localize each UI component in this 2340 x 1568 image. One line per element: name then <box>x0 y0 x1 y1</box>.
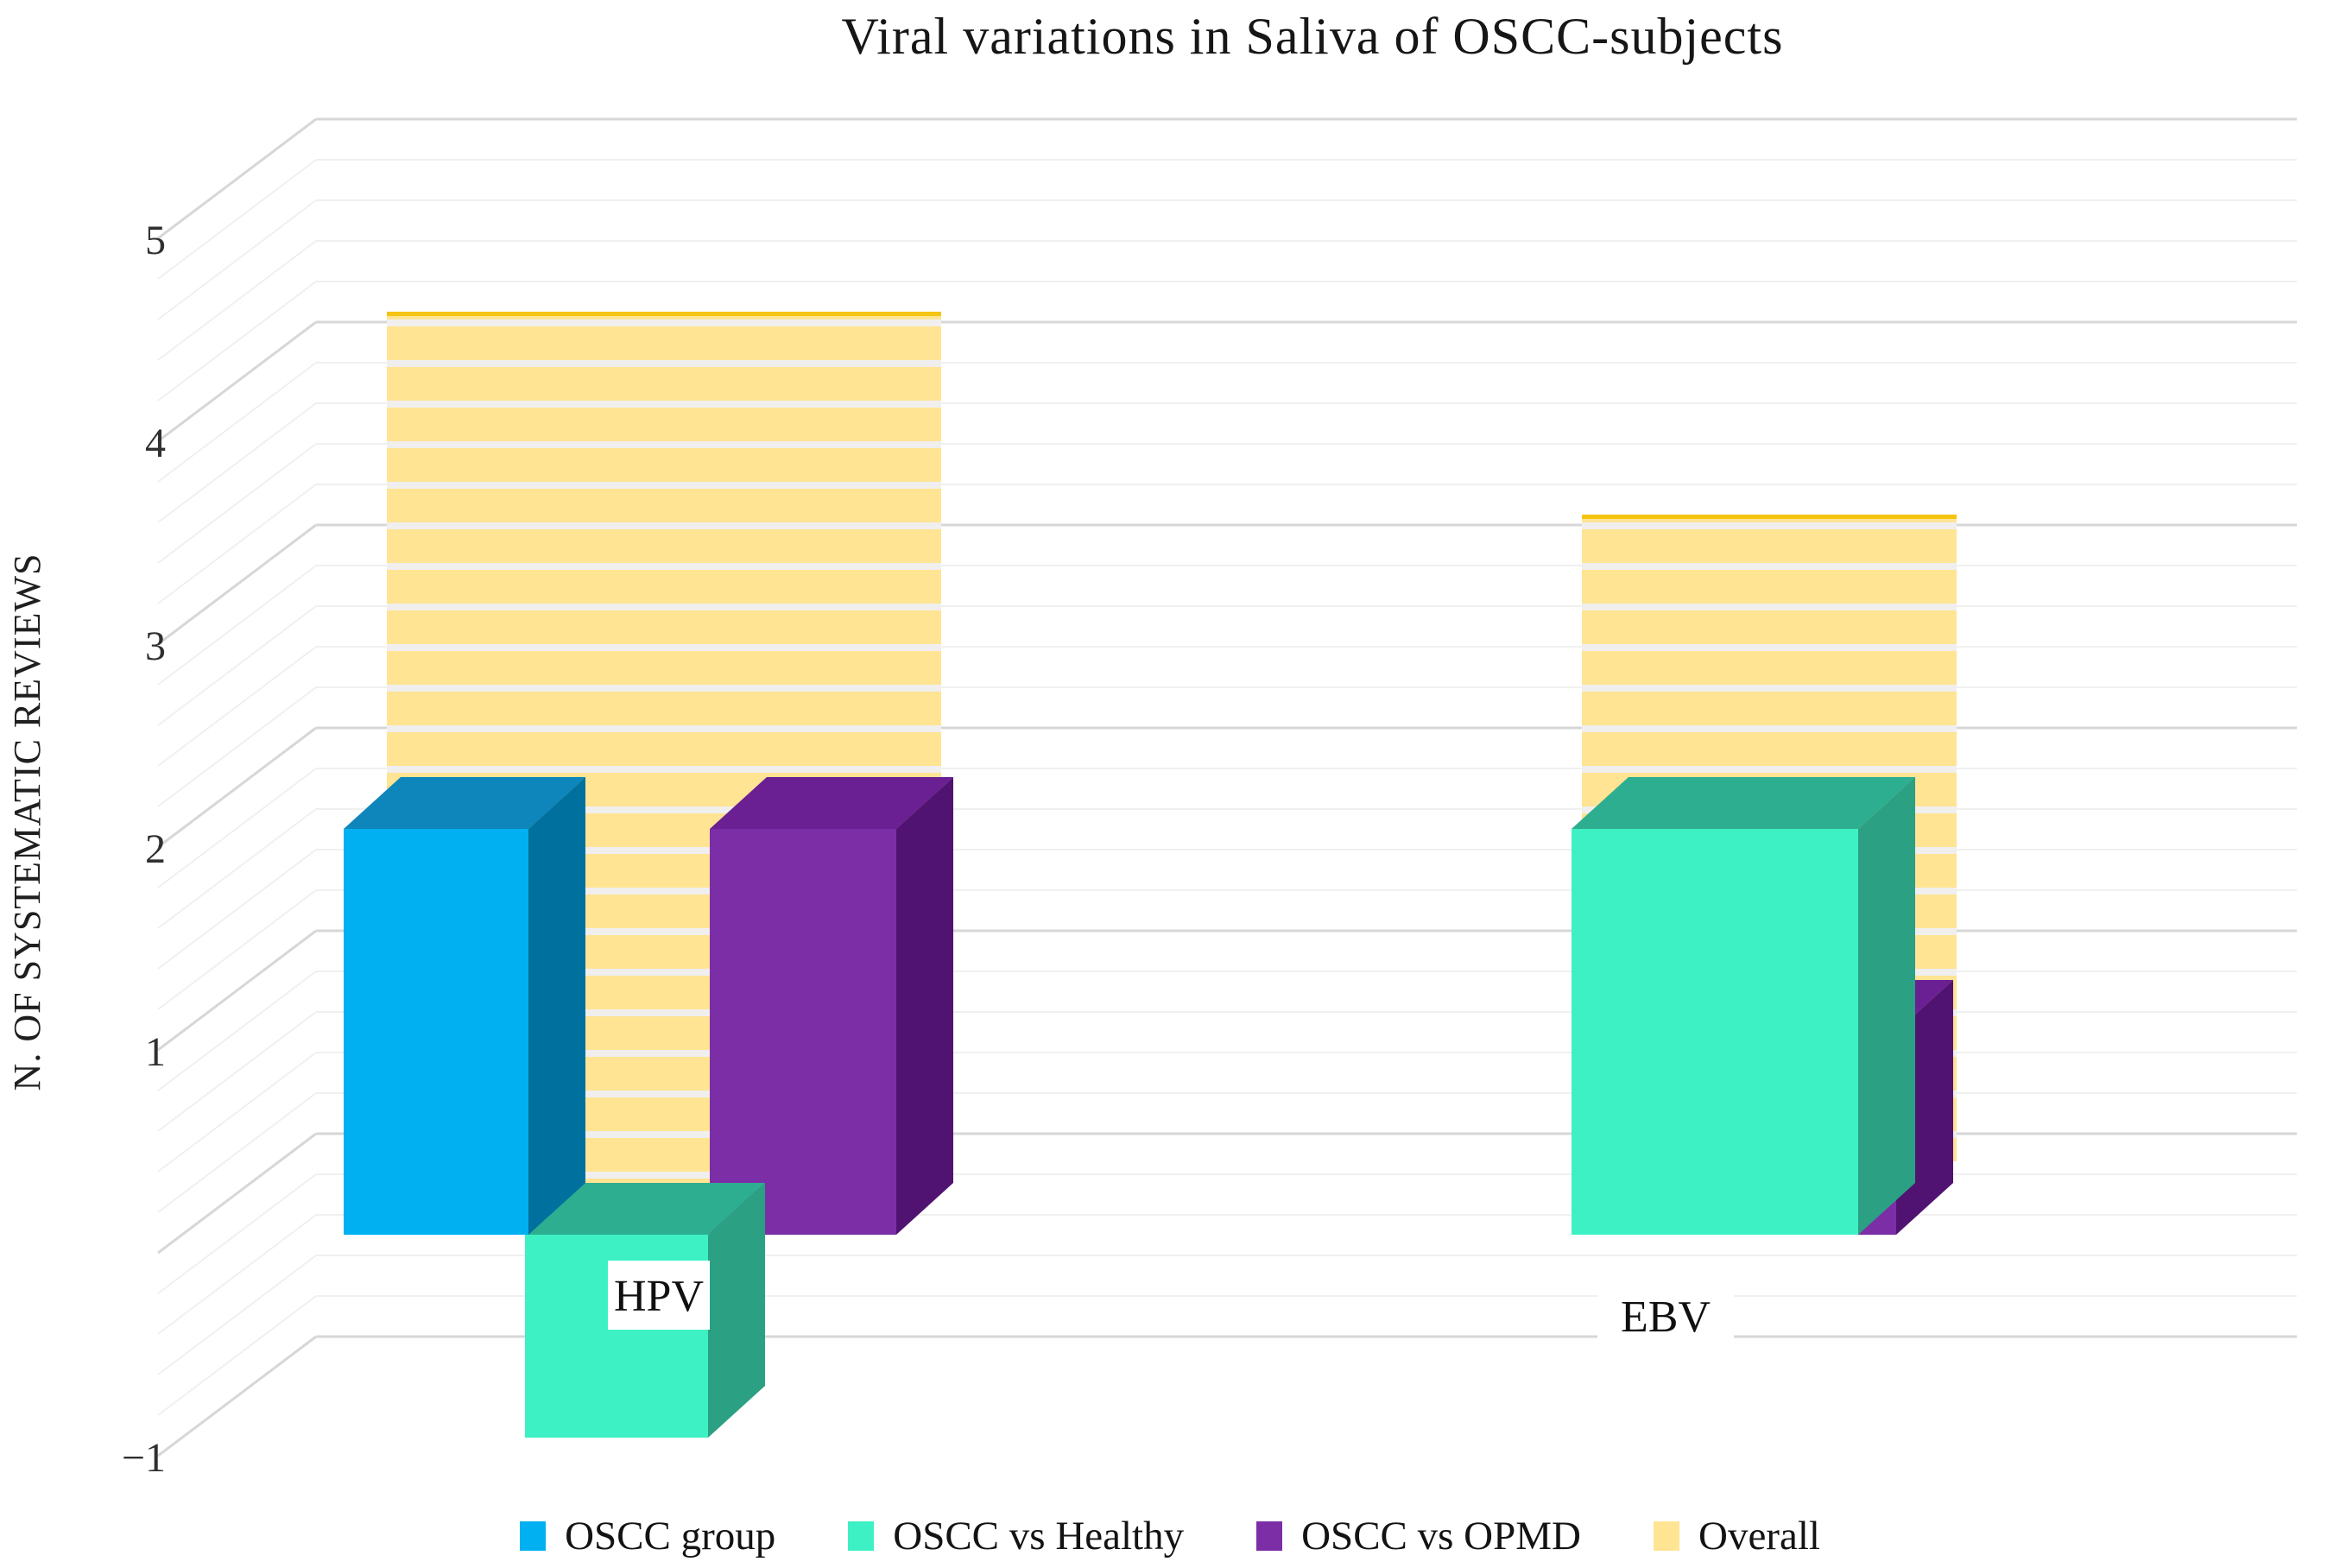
chart-title: Viral variations in Saliva of OSCC-subje… <box>841 8 1784 65</box>
gridline-depth <box>157 808 317 929</box>
gridline-depth <box>157 1335 317 1457</box>
gridline-depth <box>157 605 317 726</box>
gridline-depth <box>157 117 317 240</box>
y-axis-tick-labels: 5 4 3 2 1 −1 <box>122 218 166 1481</box>
gridline-depth <box>157 929 317 1052</box>
category-label-box <box>608 1261 710 1330</box>
gridline-depth <box>157 1092 317 1213</box>
category-label-hpv: HPV <box>614 1272 704 1321</box>
gridline-depth <box>157 686 317 807</box>
legend-swatch-oscc-vs-healthy <box>848 1521 875 1551</box>
bar-hpv-oscc-vs-opmd <box>710 777 953 1235</box>
gridline-depth <box>157 320 317 443</box>
gridline-depth <box>157 726 317 849</box>
bar-ebv-oscc-vs-healthy <box>1572 777 1915 1235</box>
y-axis-title: N. OF SYSTEMATIC REVIEWS <box>6 553 48 1091</box>
gridline-depth <box>157 1295 317 1416</box>
legend-item-oscc-group: OSCC group <box>520 1513 775 1559</box>
legend-item-overall: Overall <box>1654 1513 1820 1559</box>
gridline-depth <box>157 443 317 564</box>
legend-item-oscc-vs-healthy: OSCC vs Healthy <box>848 1513 1184 1559</box>
gridline-depth <box>157 362 317 483</box>
gridlines <box>157 117 2297 1457</box>
gridline-depth <box>157 1255 317 1375</box>
gridline-depth <box>157 523 317 646</box>
gridline-depth <box>157 1011 317 1132</box>
gridline-depth <box>157 849 317 970</box>
y-tick-1: 1 <box>145 1029 166 1075</box>
legend-swatch-oscc-vs-opmd <box>1256 1521 1283 1551</box>
gridline-depth <box>157 1214 317 1335</box>
legend-swatch-overall <box>1654 1521 1679 1551</box>
gridline-depth <box>157 1132 317 1255</box>
legend-label: OSCC vs OPMD <box>1301 1514 1581 1559</box>
legend-label: Overall <box>1698 1514 1820 1559</box>
gridline-depth <box>157 281 317 401</box>
y-tick--1: −1 <box>122 1435 166 1481</box>
gridline-depth <box>157 240 317 361</box>
category-label-ebv: EBV <box>1621 1293 1711 1342</box>
gridline-depth <box>157 1173 317 1294</box>
legend: OSCC group OSCC vs Healthy OSCC vs OPMD … <box>0 1513 2340 1559</box>
category-labels: HPV EBV <box>608 1261 1734 1350</box>
y-tick-2: 2 <box>145 826 166 872</box>
gridline-depth <box>157 889 317 1010</box>
gridline-depth <box>157 971 317 1091</box>
gridline-depth <box>157 1052 317 1173</box>
category-label-box <box>1597 1281 1734 1350</box>
gridline-depth <box>157 402 317 523</box>
y-tick-5: 5 <box>145 218 166 263</box>
gridline-depth <box>157 768 317 888</box>
legend-label: OSCC group <box>565 1514 776 1559</box>
bars <box>344 312 1957 1438</box>
gridline-depth <box>157 484 317 604</box>
gridline-depth <box>157 565 317 686</box>
gridline-depth <box>157 199 317 320</box>
legend-swatch-oscc-group <box>520 1521 547 1551</box>
gridline-depth <box>157 159 317 280</box>
y-tick-4: 4 <box>145 420 166 466</box>
gridline-depth <box>157 646 317 767</box>
y-tick-3: 3 <box>145 623 166 669</box>
bar-hpv-oscc-group <box>344 777 585 1235</box>
legend-label: OSCC vs Healthy <box>893 1514 1185 1559</box>
legend-item-oscc-vs-opmd: OSCC vs OPMD <box>1256 1513 1581 1559</box>
